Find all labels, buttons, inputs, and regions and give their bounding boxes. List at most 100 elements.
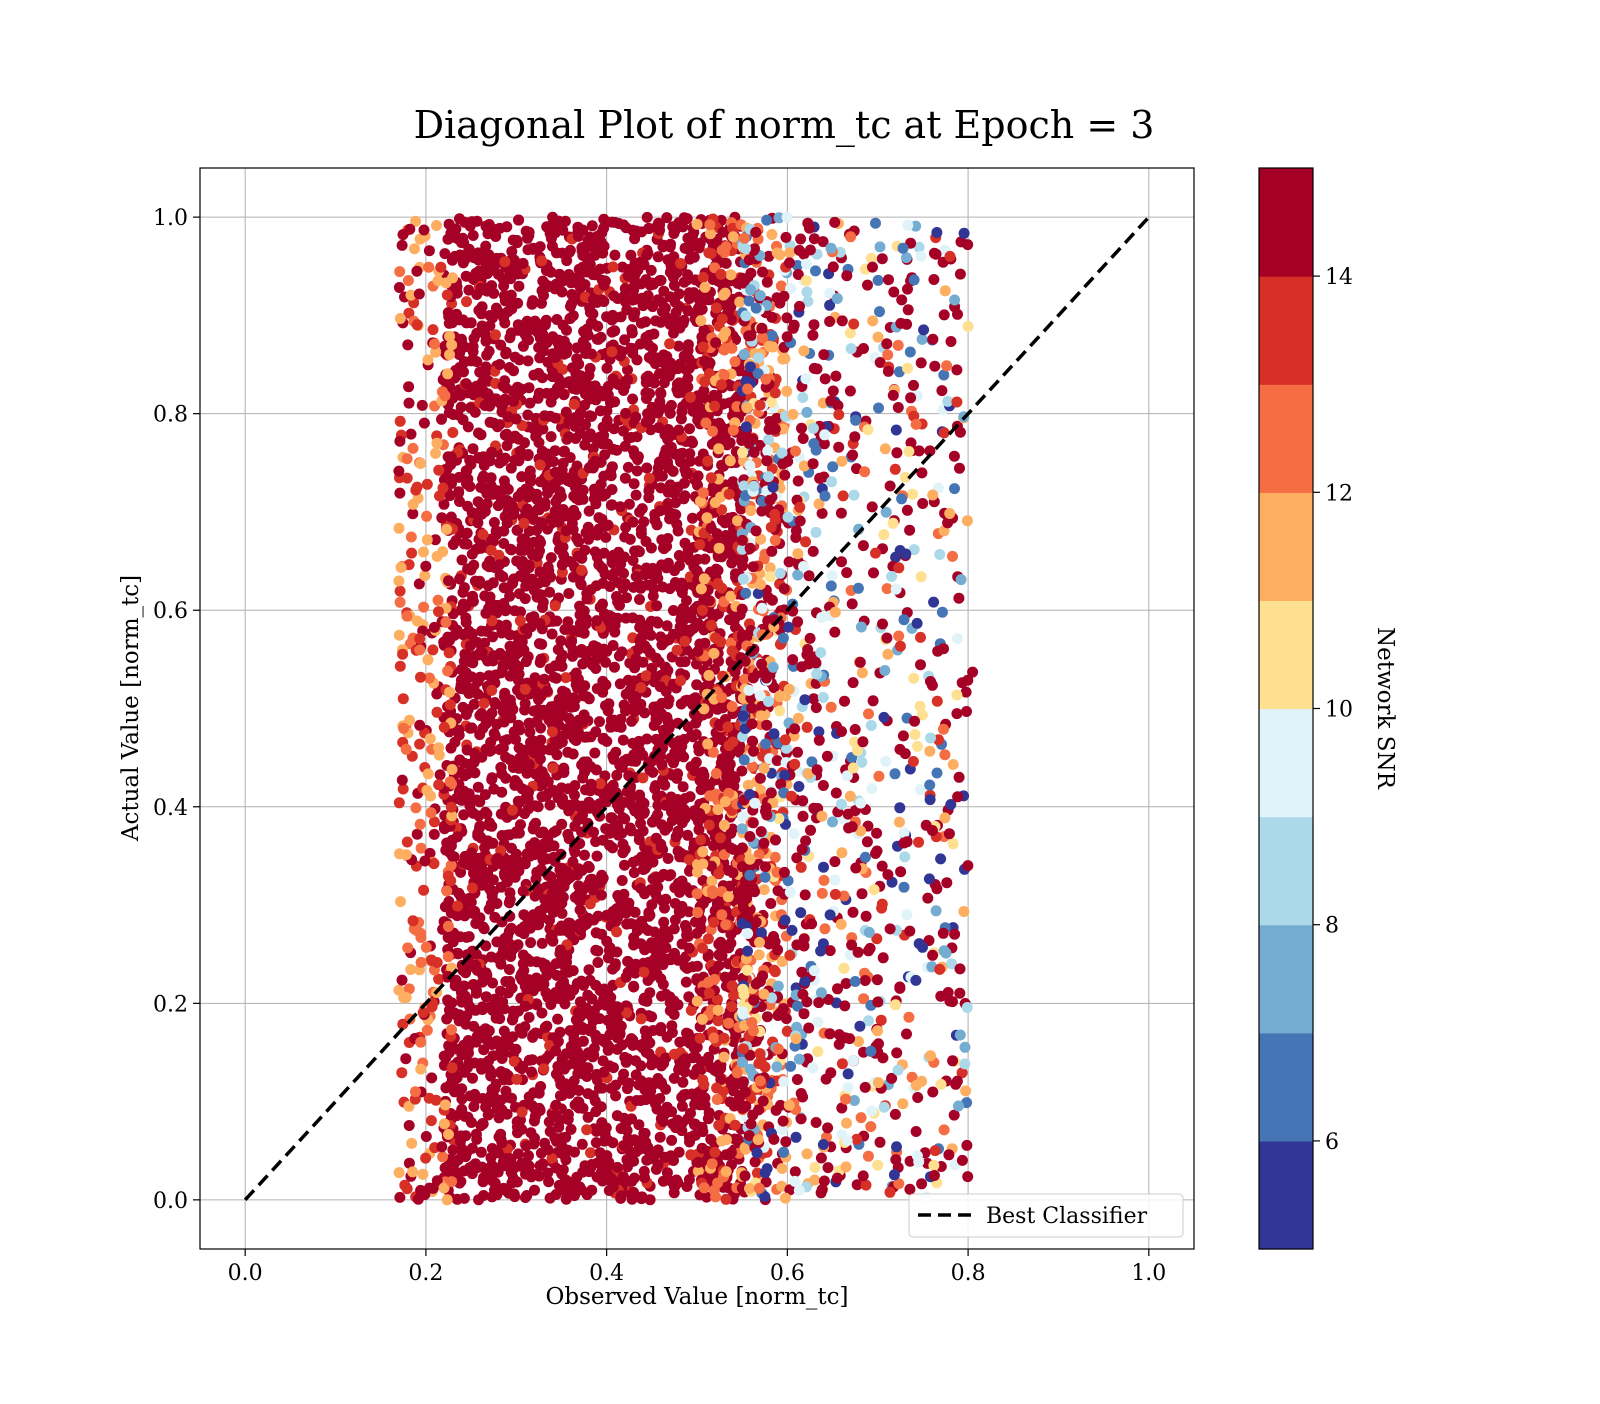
scatter-point bbox=[538, 1063, 549, 1074]
scatter-point bbox=[459, 770, 470, 781]
scatter-point bbox=[550, 1045, 561, 1056]
scatter-point bbox=[522, 410, 533, 421]
scatter-point bbox=[527, 299, 538, 310]
scatter-point bbox=[605, 992, 616, 1003]
scatter-point bbox=[575, 265, 586, 276]
scatter-point bbox=[478, 1044, 489, 1055]
scatter-point bbox=[579, 850, 590, 861]
scatter-point bbox=[694, 539, 705, 550]
scatter-point bbox=[430, 448, 441, 459]
scatter-point bbox=[452, 1194, 463, 1205]
scatter-point bbox=[671, 1175, 682, 1186]
scatter-point bbox=[676, 699, 687, 710]
scatter-point bbox=[504, 649, 515, 660]
scatter-point bbox=[582, 593, 593, 604]
scatter-point bbox=[601, 936, 612, 947]
scatter-point bbox=[672, 645, 683, 656]
scatter-point bbox=[572, 375, 583, 386]
scatter-point bbox=[684, 293, 695, 304]
scatter-point bbox=[480, 400, 491, 411]
scatter-point bbox=[665, 479, 676, 490]
scatter-point bbox=[601, 612, 612, 623]
scatter-point bbox=[632, 465, 643, 476]
scatter-point bbox=[596, 1150, 607, 1161]
scatter-point bbox=[743, 780, 754, 791]
scatter-point bbox=[677, 901, 688, 912]
scatter-point bbox=[537, 276, 548, 287]
scatter-point bbox=[543, 1176, 554, 1187]
scatter-point bbox=[561, 866, 572, 877]
scatter-point bbox=[526, 621, 537, 632]
scatter-point bbox=[621, 908, 632, 919]
scatter-point bbox=[629, 281, 640, 292]
scatter-point bbox=[544, 221, 555, 232]
scatter-point bbox=[713, 868, 724, 879]
scatter-point bbox=[641, 1047, 652, 1058]
scatter-point bbox=[641, 993, 652, 1004]
scatter-point bbox=[511, 826, 522, 837]
scatter-point bbox=[480, 608, 491, 619]
scatter-point bbox=[599, 449, 610, 460]
scatter-point bbox=[718, 290, 729, 301]
scatter-point bbox=[527, 324, 538, 335]
scatter-point bbox=[654, 657, 665, 668]
scatter-point bbox=[456, 1104, 467, 1115]
scatter-point bbox=[713, 1005, 724, 1016]
scatter-point bbox=[711, 1083, 722, 1094]
scatter-point bbox=[425, 733, 436, 744]
scatter-point bbox=[516, 1124, 527, 1135]
scatter-point bbox=[514, 588, 525, 599]
scatter-point bbox=[573, 814, 584, 825]
scatter-point bbox=[651, 671, 662, 682]
scatter-point bbox=[536, 639, 547, 650]
scatter-point bbox=[617, 875, 628, 886]
scatter-point bbox=[576, 1184, 587, 1195]
scatter-point bbox=[621, 222, 632, 233]
scatter-point bbox=[564, 800, 575, 811]
scatter-point bbox=[670, 497, 681, 508]
scatter-point bbox=[652, 809, 663, 820]
scatter-point bbox=[596, 236, 607, 247]
scatter-point bbox=[414, 720, 425, 731]
scatter-point bbox=[632, 265, 643, 276]
scatter-point bbox=[531, 687, 542, 698]
scatter-point bbox=[571, 1023, 582, 1034]
scatter-point bbox=[706, 472, 717, 483]
scatter-point bbox=[586, 411, 597, 422]
scatter-point bbox=[444, 647, 455, 658]
scatter-point bbox=[522, 233, 533, 244]
scatter-point bbox=[416, 957, 427, 968]
scatter-point bbox=[599, 1067, 610, 1078]
scatter-point bbox=[490, 231, 501, 242]
scatter-point bbox=[420, 561, 431, 572]
scatter-point bbox=[629, 450, 640, 461]
scatter-point bbox=[485, 838, 496, 849]
scatter-point bbox=[781, 386, 792, 397]
scatter-point bbox=[403, 381, 414, 392]
scatter-point bbox=[566, 1124, 577, 1135]
scatter-point bbox=[697, 846, 708, 857]
scatter-point bbox=[685, 392, 696, 403]
scatter-point bbox=[542, 488, 553, 499]
scatter-point bbox=[654, 457, 665, 468]
scatter-point bbox=[435, 769, 446, 780]
scatter-point bbox=[719, 757, 730, 768]
scatter-point bbox=[505, 299, 516, 310]
scatter-point bbox=[538, 827, 549, 838]
scatter-point bbox=[397, 240, 408, 251]
scatter-point bbox=[655, 482, 666, 493]
scatter-point bbox=[394, 282, 405, 293]
scatter-point bbox=[436, 1141, 447, 1152]
scatter-point bbox=[468, 273, 479, 284]
scatter-point bbox=[397, 649, 408, 660]
scatter-point bbox=[516, 471, 527, 482]
scatter-point bbox=[652, 1146, 663, 1157]
scatter-point bbox=[573, 880, 584, 891]
scatter-point bbox=[492, 1103, 503, 1114]
scatter-point bbox=[394, 488, 405, 499]
scatter-point bbox=[592, 851, 603, 862]
scatter-point bbox=[408, 915, 419, 926]
scatter-point bbox=[662, 1102, 673, 1113]
scatter-point bbox=[513, 281, 524, 292]
scatter-point bbox=[444, 1005, 455, 1016]
